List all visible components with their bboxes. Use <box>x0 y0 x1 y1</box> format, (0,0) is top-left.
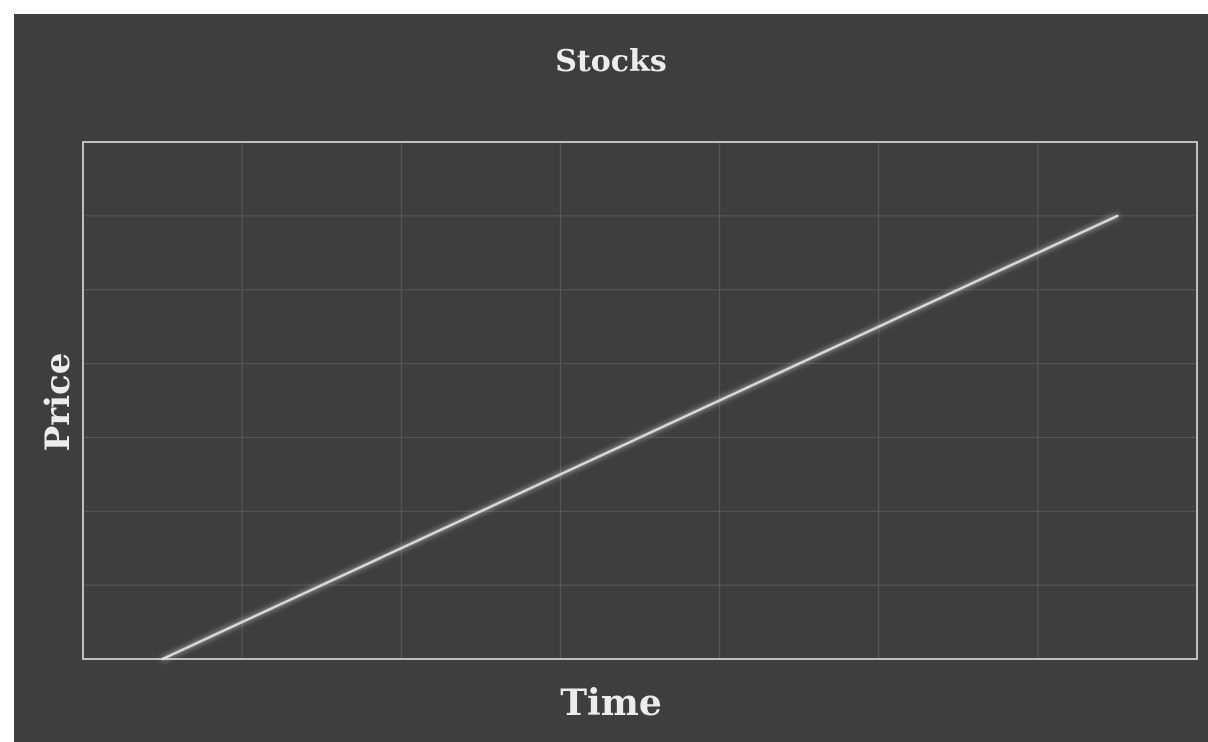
chart-plot <box>82 141 1198 661</box>
grid-lines <box>83 142 1197 659</box>
y-axis-label: Price <box>38 352 78 452</box>
x-axis-label: Time <box>560 682 662 724</box>
chart-title: Stocks <box>555 44 667 79</box>
series-line <box>161 214 1119 661</box>
series-layer <box>161 214 1119 661</box>
chart-canvas: Stocks Price Time <box>14 14 1208 742</box>
plot-border <box>82 141 1198 660</box>
